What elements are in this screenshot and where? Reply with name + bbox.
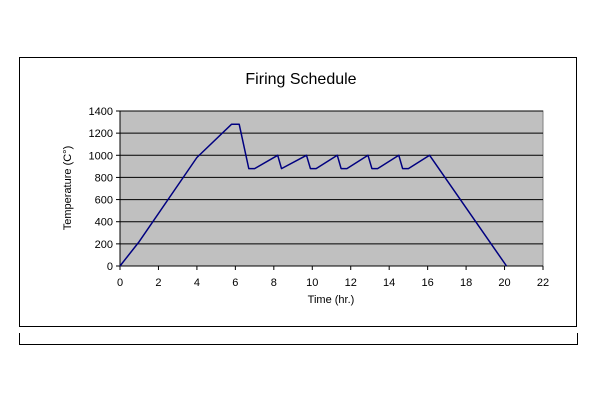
x-tick-label: 0	[117, 277, 123, 289]
x-axis-title: Time (hr.)	[308, 294, 355, 306]
x-tick-label: 2	[155, 277, 161, 289]
x-tick-label: 20	[498, 277, 510, 289]
gridlines	[120, 110, 543, 245]
x-tick-label: 18	[460, 277, 472, 289]
series-layer	[119, 123, 508, 267]
x-tick-label: 16	[422, 277, 434, 289]
y-tick-label: 800	[95, 172, 113, 184]
y-axis-ticks: 0 200 400 600 800 1000 1200 1400	[89, 106, 120, 273]
bottom-bracket	[19, 333, 578, 345]
y-tick-label: 600	[95, 195, 113, 207]
x-axis-ticks: 0 2 4 6 8 10 12 14 16 18 20 22	[117, 266, 549, 289]
y-tick-label: 200	[95, 239, 113, 251]
y-axis-title: Temperature (C°)	[62, 146, 74, 230]
plot-area	[119, 110, 544, 267]
y-tick-label: 400	[95, 217, 113, 229]
series-line-0	[119, 123, 508, 267]
y-tick-label: 1000	[89, 150, 113, 162]
x-tick-label: 10	[306, 277, 318, 289]
y-tick-label: 0	[107, 261, 113, 273]
x-tick-label: 4	[194, 277, 200, 289]
x-tick-label: 12	[345, 277, 357, 289]
y-tick-label: 1200	[89, 128, 113, 140]
x-tick-label: 14	[383, 277, 395, 289]
chart-title: Firing Schedule	[245, 71, 356, 88]
x-tick-label: 6	[232, 277, 238, 289]
x-tick-label: 22	[537, 277, 549, 289]
x-tick-label: 8	[271, 277, 277, 289]
y-tick-label: 1400	[89, 106, 113, 118]
